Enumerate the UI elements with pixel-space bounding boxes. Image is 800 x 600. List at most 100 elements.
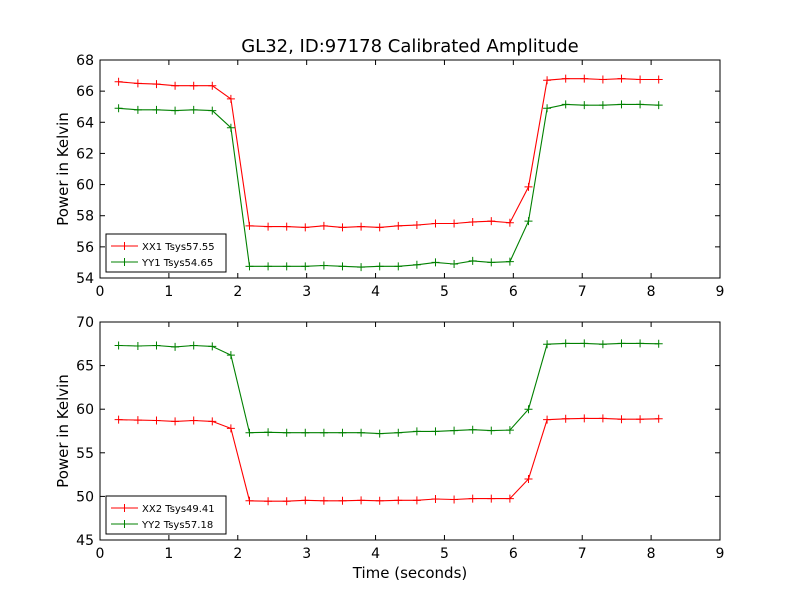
data-point — [226, 94, 235, 103]
data-point — [152, 105, 161, 114]
data-point — [189, 341, 198, 350]
data-point — [208, 417, 217, 426]
data-point — [114, 77, 123, 86]
data-point — [636, 415, 645, 424]
data-point — [338, 428, 347, 437]
plot-frame — [99, 59, 721, 279]
data-point — [133, 341, 142, 350]
data-point — [450, 259, 459, 268]
legend-label: YY1 Tsys54.65 — [141, 258, 213, 269]
x-tick-label: 6 — [509, 546, 518, 562]
data-point — [375, 223, 384, 232]
y-tick-label: 66 — [76, 84, 94, 100]
data-point — [171, 81, 180, 90]
data-point — [412, 260, 421, 269]
data-point — [264, 428, 273, 437]
data-point — [468, 217, 477, 226]
data-point — [524, 217, 533, 226]
data-point — [468, 256, 477, 265]
data-point — [412, 427, 421, 436]
data-point — [543, 415, 552, 424]
data-point — [357, 222, 366, 231]
data-point — [375, 262, 384, 271]
x-tick-label: 8 — [647, 284, 656, 300]
legend-marker — [120, 242, 129, 250]
data-point — [412, 221, 421, 230]
data-point — [487, 217, 496, 226]
x-tick-label: 0 — [96, 546, 105, 562]
data-point — [580, 101, 589, 110]
legend-box — [105, 233, 227, 273]
x-tick-label: 2 — [233, 546, 242, 562]
data-point — [394, 496, 403, 505]
data-point — [636, 339, 645, 348]
data-point — [264, 262, 273, 271]
data-point — [282, 428, 291, 437]
data-point — [245, 262, 254, 271]
y-tick-label: 70 — [76, 315, 94, 331]
data-point — [431, 258, 440, 267]
x-tick-label: 4 — [371, 284, 380, 300]
y-tick-label: 60 — [76, 402, 94, 418]
data-point — [450, 426, 459, 435]
plot-frame — [99, 321, 721, 541]
data-point — [598, 414, 607, 423]
data-point — [133, 105, 142, 114]
x-tick-label: 0 — [96, 284, 105, 300]
data-point — [580, 339, 589, 348]
data-point — [524, 474, 533, 483]
y-tick-label: 58 — [76, 209, 94, 225]
y-tick-label: 45 — [76, 533, 94, 549]
y-tick-label: 64 — [76, 115, 94, 131]
data-point — [226, 424, 235, 433]
data-point — [543, 340, 552, 349]
data-point — [431, 427, 440, 436]
data-point — [208, 342, 217, 351]
x-tick-label: 1 — [164, 284, 173, 300]
data-point — [394, 221, 403, 230]
data-point — [338, 262, 347, 271]
data-point — [654, 101, 663, 110]
data-point — [617, 100, 626, 109]
legend-label: YY2 Tsys57.18 — [141, 520, 213, 531]
data-point — [264, 222, 273, 231]
x-tick-label: 7 — [578, 546, 587, 562]
data-point — [636, 100, 645, 109]
data-point — [580, 414, 589, 423]
data-point — [189, 81, 198, 90]
data-point — [561, 414, 570, 423]
data-point — [282, 497, 291, 506]
data-point — [468, 425, 477, 434]
data-point — [189, 105, 198, 114]
data-point — [598, 101, 607, 110]
y-axis-label: Power in Kelvin — [54, 112, 72, 226]
data-point — [617, 415, 626, 424]
data-point — [450, 495, 459, 504]
series-line — [118, 417, 659, 502]
data-point — [319, 428, 328, 437]
data-point — [505, 494, 514, 503]
y-tick-label: 62 — [76, 146, 94, 162]
series-line — [118, 78, 659, 228]
data-point — [114, 415, 123, 424]
data-point — [133, 79, 142, 88]
data-point — [282, 262, 291, 271]
data-point — [226, 351, 235, 360]
data-point — [654, 339, 663, 348]
y-tick-label: 55 — [76, 446, 94, 462]
data-point — [505, 426, 514, 435]
data-point — [617, 74, 626, 83]
data-point — [412, 496, 421, 505]
data-point — [338, 223, 347, 232]
legend-box — [105, 495, 227, 535]
x-tick-label: 6 — [509, 284, 518, 300]
x-tick-label: 1 — [164, 546, 173, 562]
data-point — [301, 223, 310, 232]
data-point — [208, 106, 217, 115]
data-point — [375, 429, 384, 438]
data-point — [487, 258, 496, 267]
data-point — [561, 74, 570, 83]
data-point — [133, 416, 142, 425]
data-point — [319, 261, 328, 270]
